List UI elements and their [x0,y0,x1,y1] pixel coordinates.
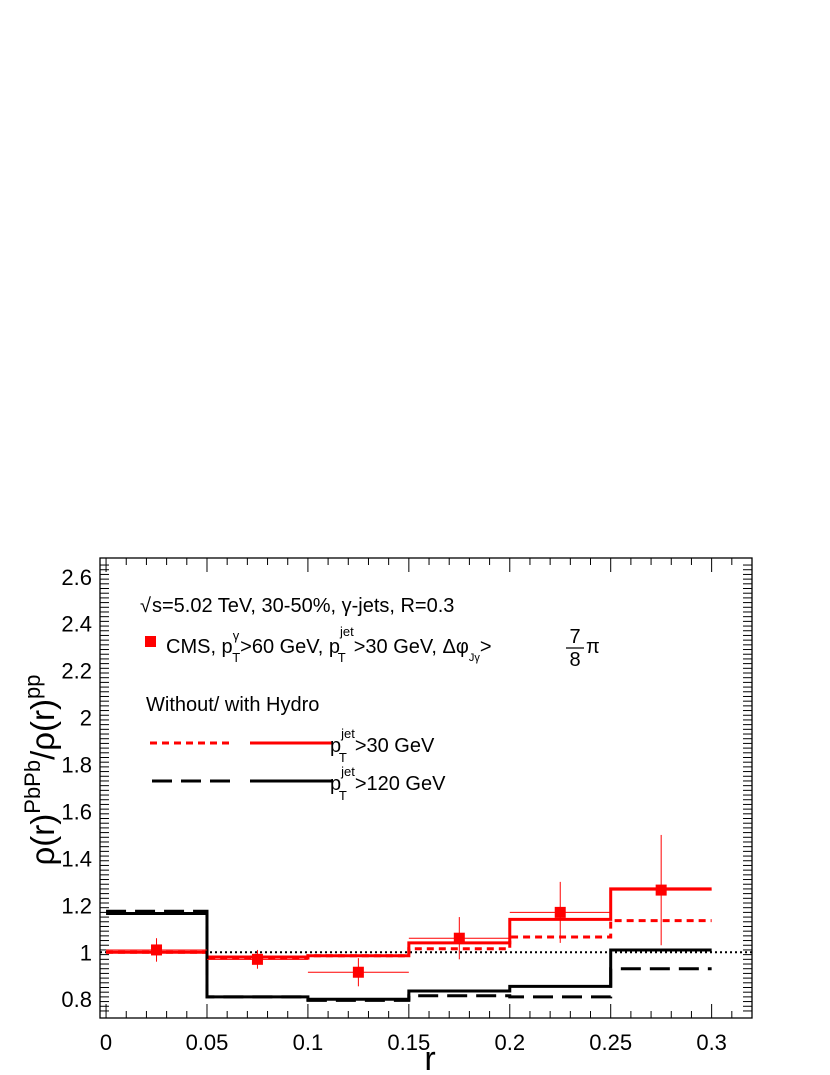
cms-sub-t-2: T [338,650,346,665]
cms-data-point [655,884,667,896]
legend-30-p: p [330,735,341,757]
legend-120-sup: jet [340,764,355,779]
series-group [106,887,712,1002]
plot-frame [99,557,753,1019]
cms-label-b: >60 GeV, p [240,636,340,658]
svg-text:ρ(r)PbPb/ρ(r)pp: ρ(r)PbPb/ρ(r)pp [20,675,61,866]
data-points-group [106,834,712,987]
x-tick-label: 0 [100,1030,112,1055]
cms-label-c: >30 GeV, Δφ [354,636,469,658]
legend-30-sup: jet [340,726,355,741]
cms-sup-gamma: γ [233,628,240,643]
y-label-slash: / [24,750,61,760]
y-tick-label: 0.8 [61,987,92,1012]
x-tick-label: 0.05 [186,1030,229,1055]
x-axis-label: r [424,1040,435,1075]
cms-frac-den: 8 [569,649,580,671]
axis-ticks: 0 0.05 0.1 0.15 0.2 0.25 0.3 0.8 1 1.2 1.4 1.6 1.8 2 2… [61,558,753,1055]
cms-pi: π [586,636,600,658]
legend-label-120: pjet T >120 GeV [330,764,446,803]
legend-120-text: >120 GeV [355,773,446,795]
series-line-1 [106,887,712,959]
y-label-main: ρ(r) [24,814,61,866]
cms-marker-legend [145,636,156,647]
cms-sup-jet: jet [339,624,354,639]
cms-data-point [352,966,364,978]
x-tick-label: 0.3 [696,1030,727,1055]
y-tick-label: 2.2 [61,659,92,684]
legend-30-text: >30 GeV [355,735,435,757]
y-tick-label: 2 [80,706,92,731]
cms-sub-t-1: T [232,650,240,665]
y-label-den-sup: pp [20,675,45,699]
legend-label-30: pjet T >30 GeV [330,726,435,765]
x-tick-label: 0.1 [293,1030,324,1055]
y-tick-label: 1.8 [61,753,92,778]
x-tick-label: 0.25 [589,1030,632,1055]
y-axis-label: ρ(r)PbPb/ρ(r)pp [20,675,61,866]
y-tick-label: 1.2 [61,893,92,918]
cms-label-a: CMS, p [166,636,233,658]
cms-data-point [151,944,163,956]
cms-data-point [251,953,263,965]
cms-gt: > [480,636,492,658]
y-tick-label: 2.4 [61,612,92,637]
y-tick-label: 1.6 [61,799,92,824]
series-line-3 [106,912,712,1001]
cms-sub-jgamma: Jγ [469,652,481,664]
y-label-den: ρ(r) [24,699,61,751]
legend-120-sub: T [339,788,347,803]
y-tick-label: 1.4 [61,846,92,871]
legend-30-sub: T [339,750,347,765]
cms-frac-num: 7 [569,626,580,648]
cms-data-point [554,906,566,918]
x-tick-label: 0.15 [387,1030,430,1055]
y-tick-label: 1 [80,940,92,965]
header-annotation: s=5.02 TeV, 30-50%, γ-jets, R=0.3 [152,595,454,617]
header-sqrt: √ [140,595,151,617]
y-label-num-sup: PbPb [20,760,45,814]
x-tick-label: 0.2 [494,1030,525,1055]
legend-120-p: p [330,773,341,795]
hydro-legend-title: Without/ with Hydro [146,694,319,716]
y-tick-label: 2.6 [61,565,92,590]
cms-data-point [453,932,465,944]
cms-label: CMS, pγ T>60 GeV, pjet T >30 GeV, ΔφJγ> [166,624,492,665]
